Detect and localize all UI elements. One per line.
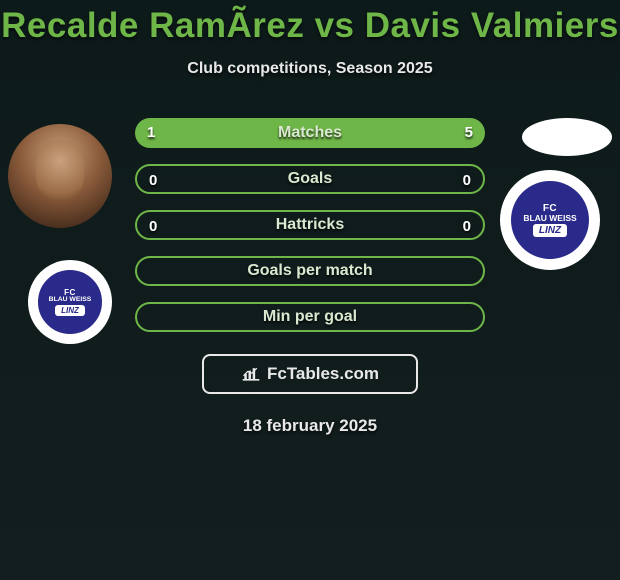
stat-left-value: 0 bbox=[149, 166, 157, 196]
player-left-club-badge: FC BLAU WEISS LINZ bbox=[28, 260, 112, 344]
stat-right-value: 0 bbox=[463, 212, 471, 242]
page-title: Recalde RamÃrez vs Davis Valmiers bbox=[0, 0, 620, 46]
club-badge-inner: FC BLAU WEISS LINZ bbox=[508, 178, 592, 262]
stat-label: Matches bbox=[278, 124, 342, 142]
stat-label: Hattricks bbox=[276, 216, 344, 234]
club-badge-inner: FC BLAU WEISS LINZ bbox=[35, 267, 105, 337]
club-badge-line2: BLAU WEISS bbox=[523, 214, 576, 223]
stat-right-value: 5 bbox=[465, 118, 473, 148]
avatar-silhouette bbox=[36, 140, 84, 200]
stat-left-value: 0 bbox=[149, 212, 157, 242]
branding-text: FcTables.com bbox=[267, 364, 379, 384]
stat-row-min-per-goal: Min per goal bbox=[135, 302, 485, 332]
stat-label: Goals bbox=[288, 170, 332, 188]
stats-container: 1 Matches 5 0 Goals 0 0 Hattricks 0 Goal… bbox=[135, 118, 485, 332]
stat-row-goals-per-match: Goals per match bbox=[135, 256, 485, 286]
date-text: 18 february 2025 bbox=[0, 416, 620, 436]
chart-icon bbox=[241, 366, 261, 382]
stat-label: Min per goal bbox=[263, 308, 357, 326]
stat-label: Goals per match bbox=[247, 262, 372, 280]
club-badge-line3: LINZ bbox=[55, 305, 85, 316]
club-badge-line2: BLAU WEISS bbox=[49, 297, 92, 304]
branding-box: FcTables.com bbox=[202, 354, 418, 394]
stat-row-hattricks: 0 Hattricks 0 bbox=[135, 210, 485, 240]
player-left-avatar bbox=[8, 124, 112, 228]
subtitle: Club competitions, Season 2025 bbox=[0, 60, 620, 78]
comparison-card: Recalde RamÃrez vs Davis Valmiers Club c… bbox=[0, 0, 620, 580]
player-right-avatar bbox=[522, 118, 612, 156]
player-right-club-badge: FC BLAU WEISS LINZ bbox=[500, 170, 600, 270]
club-badge-line3: LINZ bbox=[533, 224, 567, 237]
stat-right-value: 0 bbox=[463, 166, 471, 196]
stat-row-matches: 1 Matches 5 bbox=[135, 118, 485, 148]
stat-row-goals: 0 Goals 0 bbox=[135, 164, 485, 194]
stat-left-value: 1 bbox=[147, 118, 155, 148]
